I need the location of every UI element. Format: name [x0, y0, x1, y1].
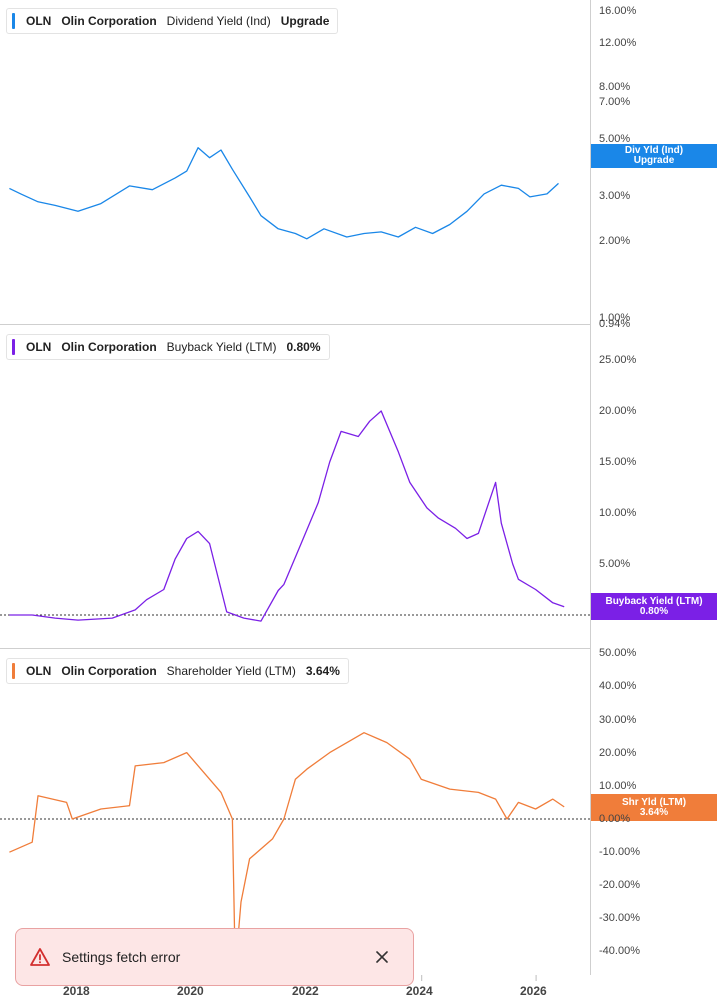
legend-value: 0.80%	[286, 340, 321, 354]
badge-line1: Buyback Yield (LTM)	[605, 595, 703, 607]
badge-line1: Div Yld (Ind)	[624, 145, 684, 156]
close-icon	[376, 951, 388, 963]
legend-value: 3.64%	[305, 664, 340, 678]
series-line-shareholder	[9, 732, 565, 971]
y-tick-label: 10.00%	[599, 507, 637, 519]
y-tick-label: 0.94%	[599, 318, 631, 330]
legend-metric: Dividend Yield (Ind)	[166, 14, 271, 28]
y-tick-label: 12.00%	[599, 37, 637, 49]
y-tick-label: -10.00%	[599, 846, 640, 858]
right-axis-line	[590, 0, 591, 975]
panel-divider	[0, 648, 590, 649]
legend-metric: Shareholder Yield (LTM)	[166, 664, 296, 678]
shareholder-legend[interactable]: OLN Olin Corporation Shareholder Yield (…	[6, 658, 349, 684]
dividend-series-swatch	[12, 13, 15, 29]
y-tick-label: 25.00%	[599, 354, 637, 366]
dividend-yield-panel: OLN Olin Corporation Dividend Yield (Ind…	[0, 0, 717, 325]
y-tick-label: 3.00%	[599, 190, 631, 202]
x-tick-label: 2020	[177, 984, 204, 998]
buyback-last-value-badge: Buyback Yield (LTM) 0.80%	[591, 593, 717, 620]
y-tick-label: 1.00%	[599, 312, 631, 324]
series-line-dividend	[9, 147, 559, 240]
warning-icon	[30, 948, 50, 966]
legend-value[interactable]: Upgrade	[280, 14, 330, 28]
y-tick-label: 20.00%	[599, 405, 637, 417]
legend-ticker: OLN	[26, 340, 52, 354]
badge-line2: Upgrade	[633, 155, 675, 166]
y-tick-label: 10.00%	[599, 780, 637, 792]
legend-metric: Buyback Yield (LTM)	[166, 340, 277, 354]
shareholder-yield-panel: OLN Olin Corporation Shareholder Yield (…	[0, 649, 717, 1005]
x-tick-label: 2022	[292, 984, 319, 998]
x-tick-label: 2026	[520, 984, 547, 998]
badge-line2: 0.80%	[639, 605, 669, 617]
y-tick-label: -30.00%	[599, 912, 640, 924]
close-toast-button[interactable]	[367, 942, 397, 972]
y-tick-label: 15.00%	[599, 456, 637, 468]
toast-message: Settings fetch error	[62, 949, 181, 965]
buyback-series-swatch	[12, 339, 15, 355]
dividend-last-value-badge: Div Yld (Ind) Upgrade	[591, 144, 717, 168]
badge-line1: Shr Yld (LTM)	[621, 796, 687, 808]
y-tick-label: 2.00%	[599, 235, 631, 247]
badge-line2: 3.64%	[639, 806, 669, 818]
buyback-legend[interactable]: OLN Olin Corporation Buyback Yield (LTM)…	[6, 334, 330, 360]
y-tick-label: 40.00%	[599, 680, 637, 692]
legend-ticker: OLN	[26, 14, 52, 28]
buyback-yield-panel: OLN Olin Corporation Buyback Yield (LTM)…	[0, 325, 717, 649]
error-toast: Settings fetch error	[15, 928, 414, 986]
y-tick-label: 0.00%	[599, 813, 631, 825]
legend-ticker: OLN	[26, 664, 52, 678]
y-tick-label: 30.00%	[599, 714, 637, 726]
y-tick-label: 5.00%	[599, 133, 631, 145]
y-tick-label: 50.00%	[599, 647, 637, 659]
shareholder-last-value-badge: Shr Yld (LTM) 3.64%	[591, 794, 717, 821]
shareholder-series-swatch	[12, 663, 15, 679]
panel-divider	[0, 324, 590, 325]
y-tick-label: -40.00%	[599, 945, 640, 957]
legend-company: Olin Corporation	[61, 340, 157, 354]
y-tick-label: 8.00%	[599, 81, 631, 93]
dividend-legend[interactable]: OLN Olin Corporation Dividend Yield (Ind…	[6, 8, 339, 34]
y-tick-label: 20.00%	[599, 747, 637, 759]
y-tick-label: 7.00%	[599, 96, 631, 108]
x-tick-label: 2024	[406, 984, 433, 998]
y-tick-label: 5.00%	[599, 558, 631, 570]
legend-company: Olin Corporation	[61, 14, 157, 28]
y-tick-label: 16.00%	[599, 5, 637, 17]
legend-company: Olin Corporation	[61, 664, 157, 678]
x-tick-label: 2018	[63, 984, 90, 998]
series-line-buyback	[9, 410, 565, 622]
y-tick-label: -20.00%	[599, 879, 640, 891]
